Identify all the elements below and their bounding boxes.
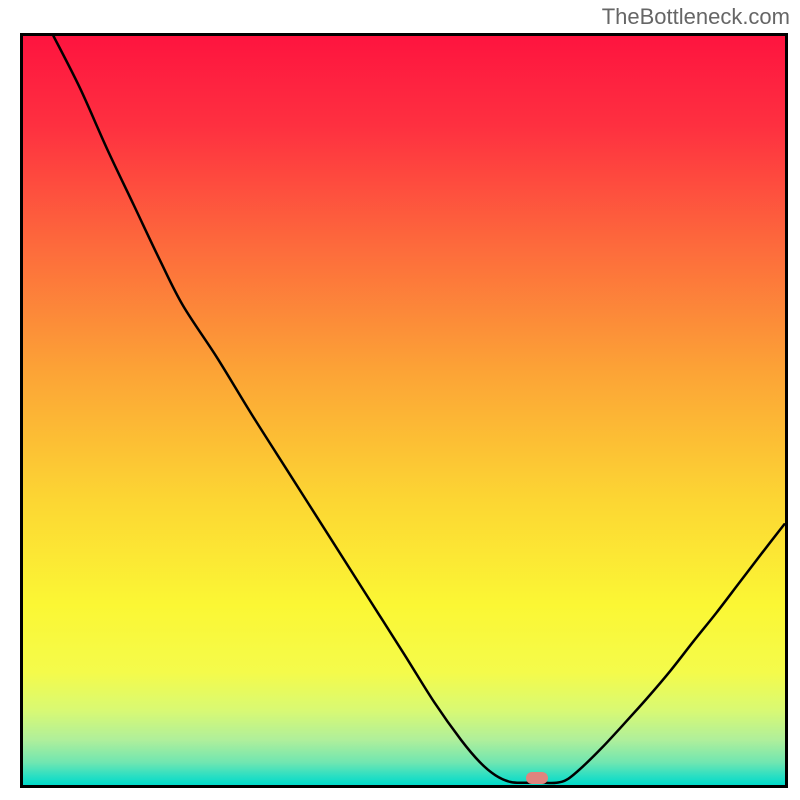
- chart-frame: TheBottleneck.com: [0, 0, 800, 800]
- optimal-marker: [526, 772, 548, 784]
- plot-area: [20, 33, 788, 788]
- gradient-background: [23, 36, 785, 785]
- watermark-text: TheBottleneck.com: [602, 4, 790, 30]
